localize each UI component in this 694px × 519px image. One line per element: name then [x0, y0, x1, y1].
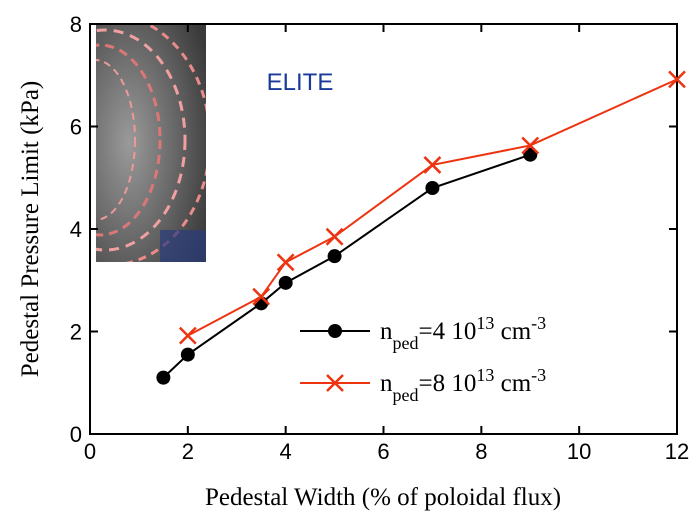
point [523, 147, 538, 162]
point [327, 249, 342, 264]
point [178, 326, 197, 345]
point [276, 253, 295, 272]
series [178, 70, 686, 345]
x-tick-label: 10 [567, 439, 591, 464]
y-tick-label: 0 [70, 422, 82, 447]
annotation: ELITE [267, 69, 334, 96]
point [180, 347, 195, 362]
legend-marker [328, 324, 342, 338]
x-tick-label: 0 [84, 439, 96, 464]
y-axis-label: Pedestal Pressure Limit (kPa) [17, 81, 44, 377]
point [156, 370, 171, 385]
point [668, 70, 686, 89]
x-tick-label: 2 [182, 439, 194, 464]
legend-label: nped=4 1013 cm-3 [380, 313, 546, 353]
point [325, 227, 344, 246]
y-tick-label: 6 [70, 115, 82, 140]
x-tick-label: 6 [377, 439, 389, 464]
point [521, 136, 540, 155]
x-tick-label: 4 [280, 439, 292, 464]
x-axis-label: Pedestal Width (% of poloidal flux) [205, 484, 561, 511]
x-tick-label: 8 [475, 439, 487, 464]
point [425, 181, 440, 195]
legend-marker [326, 374, 344, 392]
legend-label: nped=8 1013 cm-3 [380, 365, 546, 405]
y-tick-label: 8 [70, 12, 82, 37]
point [252, 287, 271, 306]
series [156, 147, 538, 385]
point [278, 275, 293, 290]
x-tick-label: 12 [665, 439, 689, 464]
point [423, 156, 442, 174]
inset-image [96, 24, 206, 262]
y-tick-label: 4 [70, 217, 82, 242]
y-tick-label: 2 [70, 320, 82, 345]
